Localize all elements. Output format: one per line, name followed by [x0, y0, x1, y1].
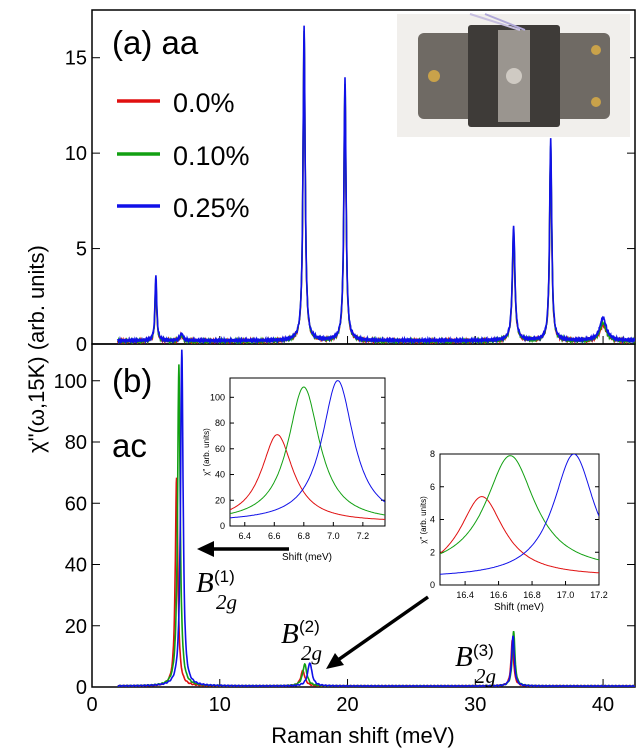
mode-label-b2g-3: B 2g (3): [455, 641, 496, 688]
inset1-frame: [229, 377, 386, 527]
inset2-xtick-label: 16.4: [456, 590, 474, 600]
inset1-ytick-label: 40: [215, 470, 225, 480]
arrowhead-b2g-1: [197, 541, 214, 557]
inset1-ytick-label: 60: [215, 444, 225, 454]
panel-a-ytick-label: 0: [76, 334, 87, 356]
panel-b-series: [117, 349, 635, 687]
panel-b-xtick-label: 30: [464, 694, 486, 716]
panel-a-label: (a) aa: [112, 24, 199, 61]
inset1-ytick-label: 80: [215, 418, 225, 428]
inset1-xtick-label: 6.8: [298, 531, 311, 541]
inset2-line-010: [440, 455, 599, 561]
panel-b-ytick-label: 20: [65, 616, 87, 638]
inset1-ytick-label: 20: [215, 495, 225, 505]
panel-b-ytick-label: 40: [65, 555, 87, 577]
inset1-ytick-label: 100: [210, 392, 225, 402]
inset1-line-010: [230, 386, 385, 516]
arrowhead-b2g-2: [326, 653, 344, 669]
svg-text:B: B: [281, 618, 299, 650]
inset1-axes: 6.4 6.6 6.8 7.0 7.2 0 20 40 60 80 100: [210, 392, 385, 541]
inset1-xtick-label: 6.6: [268, 531, 281, 541]
inset2-line-025: [440, 454, 599, 575]
panel-b-xtick-label: 0: [86, 694, 97, 716]
inset2-ytick-label: 0: [430, 580, 435, 590]
inset1-ytick-label: 0: [220, 521, 225, 531]
panel-b-line-025: [117, 349, 635, 687]
svg-text:(2): (2): [299, 617, 320, 636]
mode-label-b2g-2: B 2g (2): [281, 617, 322, 665]
inset2-ytick-label: 2: [430, 547, 435, 557]
panel-a-series: [116, 25, 635, 344]
svg-text:2g: 2g: [216, 590, 237, 614]
panel-a-ytick-label: 10: [65, 143, 87, 165]
inset2-xtick-label: 17.0: [557, 590, 575, 600]
svg-text:(1): (1): [214, 567, 235, 586]
inset2-xtick-label: 16.8: [523, 590, 541, 600]
inset2-axes: 16.4 16.6 16.8 17.0 17.2 0 2 4 6 8: [430, 449, 608, 600]
legend-label-1: 0.10%: [173, 141, 250, 171]
inset1-ylabel: χ" (arb. units): [202, 428, 211, 476]
inset1-line-025: [230, 380, 385, 519]
inset1-xlabel: Shift (meV): [282, 552, 332, 563]
inset1-series: [230, 380, 385, 520]
x-axis-label: Raman shift (meV): [271, 723, 454, 748]
inset2-series: [440, 454, 599, 575]
panel-b-xtick-label: 40: [592, 694, 614, 716]
inset2-xlabel: Shift (meV): [494, 602, 544, 613]
svg-text:2g: 2g: [301, 641, 322, 665]
panel-b-ytick-label: 0: [76, 677, 87, 699]
inset2-ytick-label: 6: [430, 482, 435, 492]
svg-text:(3): (3): [473, 641, 494, 660]
inset2-line-00: [440, 496, 599, 574]
panel-b-label: (b): [112, 362, 152, 399]
y-axis-label: χ"(ω,15K) (arb. units): [24, 245, 49, 453]
panel-a-ytick-label: 15: [65, 48, 87, 70]
panel-a-line-025: [116, 25, 635, 344]
panel-b-ytick-label: 60: [65, 493, 87, 515]
mode-label-b2g-1: B 2g (1): [196, 567, 237, 614]
legend-label-2: 0.25%: [173, 193, 250, 223]
legend: 0.0% 0.10% 0.25%: [117, 88, 250, 223]
inset2-ytick-label: 8: [430, 449, 435, 459]
panel-a-axes: 0 5 10 15: [65, 48, 635, 356]
inset2-ytick-label: 4: [430, 515, 435, 525]
panel-b-ytick-label: 80: [65, 432, 87, 454]
panel-a-ytick-label: 5: [76, 239, 87, 261]
panel-b-sublabel: ac: [112, 427, 147, 464]
panel-b-xtick-label: 10: [209, 694, 231, 716]
inset2-xtick-label: 16.6: [490, 590, 508, 600]
inset1-xtick-label: 7.0: [327, 531, 340, 541]
inset1-xtick-label: 6.4: [239, 531, 252, 541]
arrow-to-b2g-2: [336, 595, 430, 662]
svg-text:2g: 2g: [475, 664, 496, 688]
svg-text:B: B: [196, 567, 214, 599]
inset1-xtick-label: 7.2: [357, 531, 370, 541]
inset2-ylabel: χ" (arb. units): [419, 496, 428, 544]
panel-b-xtick-label: 20: [336, 694, 358, 716]
inset2-frame: [439, 453, 600, 586]
legend-label-0: 0.0%: [173, 88, 235, 118]
svg-text:B: B: [455, 641, 473, 673]
inset2-xtick-label: 17.2: [590, 590, 608, 600]
inset1-line-00: [230, 434, 385, 520]
strain-cell-photo-icon: [397, 13, 630, 137]
panel-b-ytick-label: 100: [54, 371, 87, 393]
